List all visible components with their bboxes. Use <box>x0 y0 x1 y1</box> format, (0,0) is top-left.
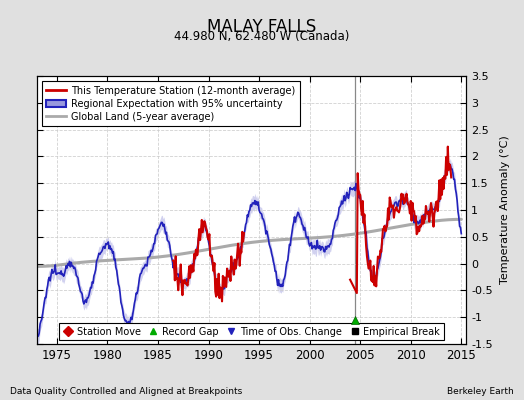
Legend: Station Move, Record Gap, Time of Obs. Change, Empirical Break: Station Move, Record Gap, Time of Obs. C… <box>59 323 444 340</box>
Text: 44.980 N, 62.480 W (Canada): 44.980 N, 62.480 W (Canada) <box>174 30 350 43</box>
Text: MALAY FALLS: MALAY FALLS <box>208 18 316 36</box>
Text: Data Quality Controlled and Aligned at Breakpoints: Data Quality Controlled and Aligned at B… <box>10 387 243 396</box>
Y-axis label: Temperature Anomaly (°C): Temperature Anomaly (°C) <box>500 136 510 284</box>
Text: Berkeley Earth: Berkeley Earth <box>447 387 514 396</box>
